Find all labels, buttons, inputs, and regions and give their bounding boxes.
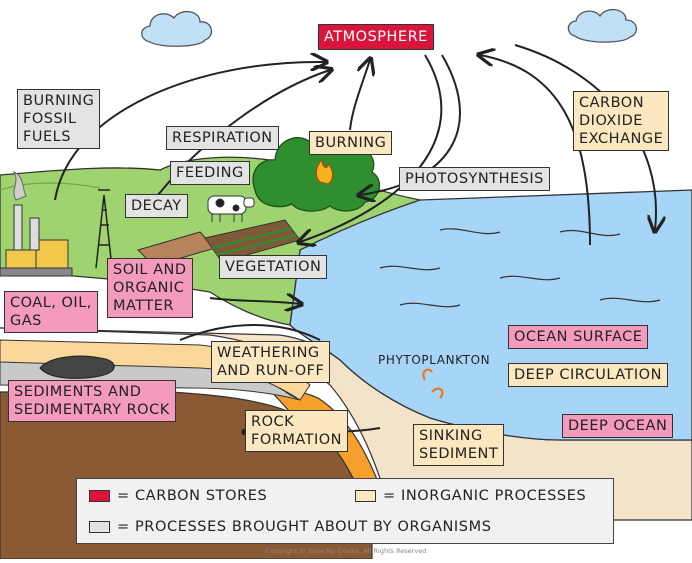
fire-icon	[315, 158, 333, 185]
oil-derrick-icon	[95, 189, 113, 269]
copyright-notice: Copyright © Save My Exams. All Rights Re…	[265, 547, 427, 555]
cow-icon	[207, 195, 255, 222]
coal-oil-gas-label: COAL, OIL, GAS	[4, 291, 98, 333]
burning-fossil-fuels-label: BURNING FOSSIL FUELS	[17, 89, 101, 149]
phytoplankton-icon	[422, 368, 444, 399]
deep-circulation-label: DEEP CIRCULATION	[508, 363, 668, 387]
decay-label: DECAY	[125, 194, 188, 218]
factory-icon	[0, 170, 73, 277]
weathering-and-run-off-label: WEATHERING AND RUN-OFF	[211, 341, 331, 383]
legend-processes-by-organisms: = PROCESSES BROUGHT ABOUT BY ORGANISMS	[117, 519, 492, 535]
sinking-sediment-label: SINKING SEDIMENT	[413, 424, 505, 466]
sediments-and-sedimentary-rock-label: SEDIMENTS AND SEDIMENTARY ROCK	[8, 380, 176, 422]
legend-swatch-carbon-stores	[89, 490, 110, 502]
soil-and-organic-matter-label: SOIL AND ORGANIC MATTER	[107, 258, 193, 318]
carbon-dioxide-exchange-label: CARBON DIOXIDE EXCHANGE	[573, 91, 670, 151]
legend-inorganic-processes: = INORGANIC PROCESSES	[383, 488, 587, 504]
phytoplankton-label: PHYTOPLANKTON	[378, 353, 491, 367]
cloud-left	[141, 11, 213, 47]
legend-swatch-processes-by-organisms	[89, 521, 110, 533]
legend-swatch-inorganic-processes	[355, 490, 376, 502]
feeding-label: FEEDING	[170, 161, 250, 185]
atmosphere-label: ATMOSPHERE	[318, 24, 434, 50]
rock-formation-label: ROCK FORMATION	[245, 410, 349, 452]
burning-label: BURNING	[309, 131, 393, 155]
respiration-label: RESPIRATION	[166, 126, 279, 150]
photosynthesis-label: PHOTOSYNTHESIS	[399, 167, 550, 191]
ocean-surface-label: OCEAN SURFACE	[508, 325, 649, 349]
coal-deposit	[39, 355, 115, 379]
legend-carbon-stores: = CARBON STORES	[117, 488, 268, 504]
cloud-right	[567, 9, 637, 43]
legend: = CARBON STORES = INORGANIC PROCESSES = …	[76, 478, 614, 544]
vegetation-label: VEGETATION	[219, 255, 328, 279]
deep-ocean-label: DEEP OCEAN	[562, 414, 674, 438]
